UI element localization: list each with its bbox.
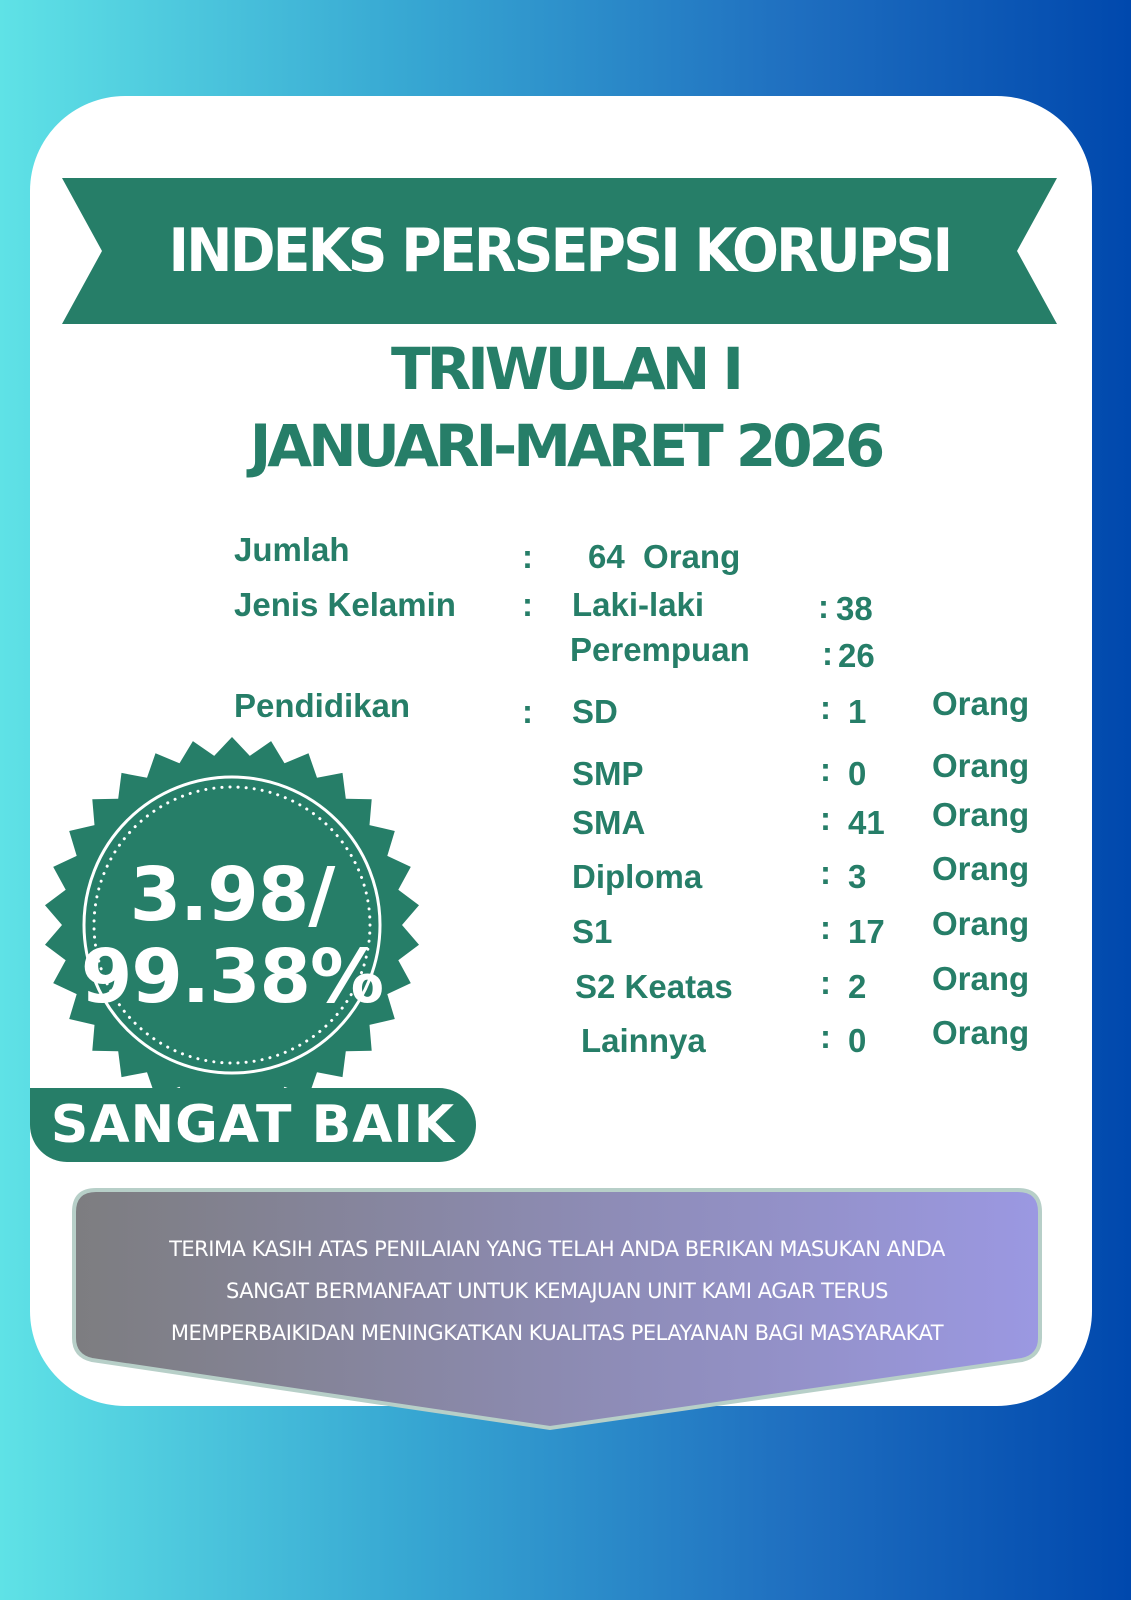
- gender-colon: :: [522, 586, 533, 623]
- gender-female-value: 26: [838, 637, 875, 674]
- rating-badge: SANGAT BAIK: [30, 1088, 476, 1162]
- edu-unit: Orang: [932, 960, 1030, 997]
- edu-label: SMP: [572, 755, 644, 792]
- gender-label: Jenis Kelamin: [234, 586, 456, 623]
- message-line-1: TERIMA KASIH ATAS PENILAIAN YANG TELAH A…: [169, 1237, 945, 1261]
- period-quarter: TRIWULAN I: [390, 335, 744, 403]
- jumlah-colon: :: [522, 538, 533, 575]
- jumlah-value: 64 Orang: [588, 538, 741, 575]
- period-months: JANUARI-MARET 2026: [249, 412, 886, 480]
- edu-colon: :: [820, 854, 831, 891]
- edu-unit: Orang: [932, 850, 1030, 887]
- edu-label: Diploma: [572, 858, 703, 895]
- edu-colon: :: [820, 751, 831, 788]
- message-line-2: SANGAT BERMANFAAT UNTUK KEMAJUAN UNIT KA…: [226, 1279, 889, 1303]
- seal-dotted-ring: [92, 785, 372, 1065]
- thank-you-message: TERIMA KASIH ATAS PENILAIAN YANG TELAH A…: [72, 1228, 1042, 1354]
- education-colon: :: [522, 693, 533, 730]
- score-seal: [45, 737, 419, 1113]
- edu-label: SD: [572, 693, 618, 730]
- gender-male-value: 38: [836, 590, 873, 627]
- score-percent: 99.38%: [80, 934, 384, 1020]
- gender-male-label: Laki-laki: [572, 586, 705, 623]
- edu-label: Lainnya: [581, 1022, 706, 1059]
- message-line-3: MEMPERBAIKIDAN MENINGKATKAN KUALITAS PEL…: [170, 1321, 944, 1345]
- gender-female-colon: :: [822, 635, 833, 672]
- seal-ring: [82, 775, 382, 1075]
- edu-value: 41: [848, 804, 885, 841]
- edu-value: 2: [848, 968, 867, 1005]
- edu-colon: :: [820, 800, 831, 837]
- edu-unit: Orang: [932, 796, 1030, 833]
- edu-value: 3: [848, 858, 867, 895]
- edu-value: 0: [848, 755, 867, 792]
- title-ribbon: [62, 178, 1057, 324]
- edu-unit: Orang: [932, 685, 1030, 722]
- edu-value: 0: [848, 1022, 867, 1059]
- edu-unit: Orang: [932, 905, 1030, 942]
- edu-label: SMA: [572, 804, 646, 841]
- edu-label: S1: [572, 913, 613, 950]
- seal-starburst: [45, 737, 419, 1113]
- edu-colon: :: [820, 689, 831, 726]
- edu-value: 1: [848, 693, 867, 730]
- jumlah-label: Jumlah: [234, 531, 350, 568]
- gender-female-label: Perempuan: [570, 631, 750, 668]
- edu-colon: :: [820, 909, 831, 946]
- edu-unit: Orang: [932, 1014, 1030, 1051]
- edu-unit: Orang: [932, 747, 1030, 784]
- edu-colon: :: [820, 1018, 831, 1055]
- page-title: INDEKS PERSEPSI KORUPSI: [168, 216, 954, 286]
- edu-colon: :: [820, 964, 831, 1001]
- education-label: Pendidikan: [234, 687, 411, 724]
- thank-you-box: [72, 1188, 1042, 1431]
- edu-value: 17: [848, 913, 885, 950]
- gender-male-colon: :: [818, 588, 829, 625]
- score-index: 3.98/: [129, 852, 336, 938]
- edu-label: S2 Keatas: [575, 968, 733, 1005]
